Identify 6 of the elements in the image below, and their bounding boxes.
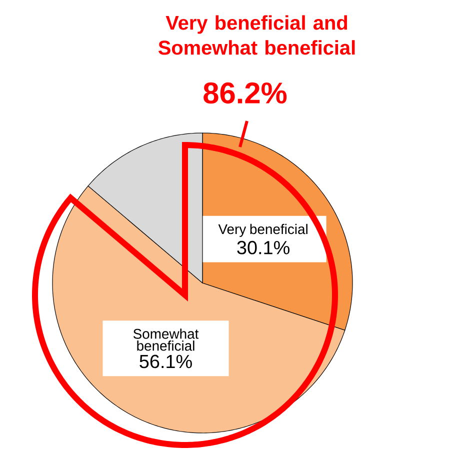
slice-label: Very beneficial — [218, 224, 308, 237]
data-label: 56.1% — [140, 354, 192, 368]
data-label: 30.1% — [237, 240, 290, 254]
text: 86.2% — [204, 82, 287, 104]
slice-label: Somewhat beneficial — [133, 328, 199, 351]
chart-title: Very beneficial and Somewhat beneficial — [158, 15, 355, 55]
